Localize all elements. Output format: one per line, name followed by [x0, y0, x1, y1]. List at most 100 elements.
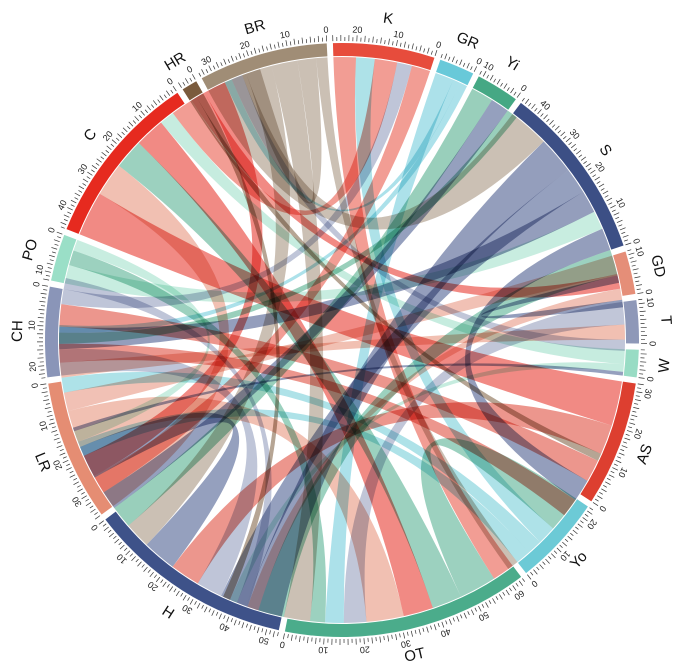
axis-tick [274, 44, 276, 49]
axis-tick [184, 78, 189, 84]
axis-tick [134, 116, 139, 121]
axis-tick [211, 610, 215, 616]
axis-tick [143, 566, 148, 572]
axis-tick [637, 292, 644, 294]
axis-tick [522, 578, 526, 582]
axis-tick [132, 120, 137, 124]
segment-arc-ot [284, 566, 522, 637]
axis-tick [430, 50, 433, 55]
axis-tick [596, 181, 601, 184]
axis-tick [473, 66, 478, 72]
axis-tick [107, 529, 112, 533]
axis-tick [627, 249, 632, 252]
axis-tick [73, 481, 79, 486]
axis-tick [283, 633, 285, 640]
axis-tick [539, 564, 544, 570]
axis-tick [634, 399, 641, 402]
segment-label-w: W [655, 357, 673, 373]
axis-tick [38, 309, 45, 311]
segment-label-lr: LR [31, 450, 54, 474]
ribbon-c-as [79, 193, 622, 426]
axis-tick [53, 437, 60, 441]
axis-tick [568, 142, 572, 146]
axis-tick [226, 616, 230, 623]
tick-label: 10 [26, 320, 36, 330]
axis-tick [159, 95, 164, 101]
ribbon-as-ch [59, 304, 598, 481]
tick-label: 20 [51, 458, 64, 471]
axis-tick [170, 89, 174, 94]
axis-tick [102, 523, 107, 527]
axis-tick [379, 636, 381, 643]
axis-tick [530, 571, 534, 576]
axis-tick [60, 221, 67, 225]
axis-tick [46, 262, 53, 265]
axis-tick [43, 399, 50, 402]
axis-tick [610, 470, 615, 474]
axis-tick [589, 507, 594, 511]
axis-tick [147, 569, 151, 573]
axis-tick [542, 561, 546, 565]
axis-tick [48, 422, 55, 425]
tick-label: 40 [538, 98, 552, 112]
axis-tick [196, 602, 201, 609]
tick-label: 30 [568, 127, 582, 141]
axis-tick [395, 634, 398, 641]
tick-label: 10 [115, 552, 129, 566]
axis-tick [502, 591, 506, 596]
axis-tick [506, 87, 510, 91]
axis-tick [182, 595, 187, 601]
axis-tick [95, 162, 100, 166]
axis-tick [444, 53, 448, 60]
axis-tick [590, 169, 596, 174]
tick-label: 30 [180, 603, 194, 617]
tick-label: 20 [146, 579, 160, 593]
axis-tick [299, 636, 301, 643]
axis-tick [90, 508, 96, 513]
axis-tick [277, 632, 279, 637]
tick-label: 20 [27, 361, 38, 372]
axis-tick [218, 613, 222, 620]
axis-tick [315, 637, 317, 644]
axis-tick [618, 452, 625, 456]
axis-tick [543, 114, 548, 120]
axis-tick [41, 297, 47, 299]
axis-tick [166, 584, 170, 588]
tick-label: 30 [76, 162, 90, 176]
segment-arc-c [66, 92, 185, 234]
axis-tick [585, 163, 591, 168]
axis-tick [208, 65, 212, 72]
axis-tick [575, 526, 579, 530]
axis-tick [138, 114, 142, 119]
axis-tick [527, 574, 532, 580]
ribbon-gd-lr [63, 255, 618, 412]
axis-tick [53, 239, 60, 242]
axis-tick [580, 156, 587, 161]
axis-tick [380, 37, 382, 44]
axis-tick [56, 441, 61, 444]
axis-tick [269, 630, 271, 635]
axis-tick [570, 532, 574, 536]
tick-label: 0 [29, 382, 40, 388]
segment-arc-s [513, 102, 624, 250]
segment-arc-w [623, 349, 639, 378]
tick-label: 10 [558, 549, 572, 563]
axis-tick [418, 628, 421, 635]
axis-tick [41, 391, 48, 394]
axis-tick [261, 45, 265, 52]
axis-tick [94, 512, 98, 515]
tick-label: 10 [393, 29, 405, 41]
segment-label-yi: Yi [502, 53, 522, 74]
axis-tick [70, 199, 77, 204]
axis-tick [594, 498, 599, 502]
axis-tick [242, 53, 245, 58]
axis-tick [51, 430, 58, 433]
segment-arc-h [105, 511, 282, 631]
segment-label-s: S [596, 141, 616, 159]
axis-tick [623, 441, 628, 444]
axis-tick [536, 566, 540, 571]
segment-arc-br [201, 43, 328, 90]
axis-tick [433, 624, 437, 631]
axis-tick [235, 56, 238, 61]
